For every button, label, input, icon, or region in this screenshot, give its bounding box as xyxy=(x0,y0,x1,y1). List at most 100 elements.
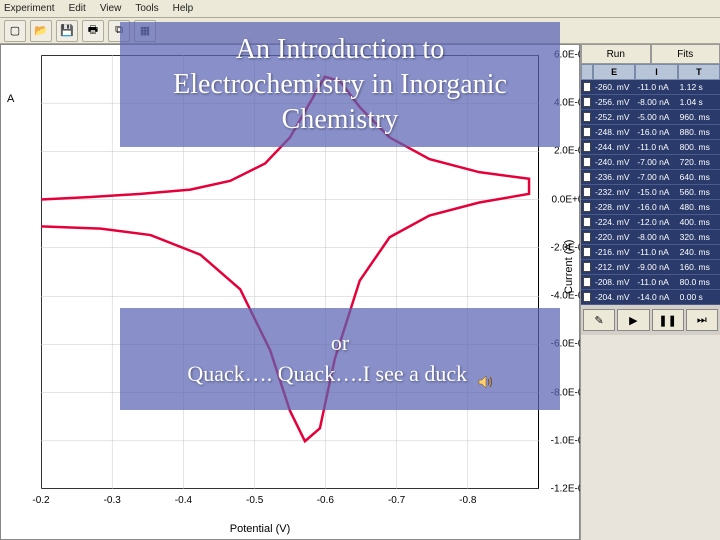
cell-i: -11.0 nA xyxy=(635,140,677,154)
cell-t: 960. ms xyxy=(678,110,720,124)
x-tick: -0.6 xyxy=(317,495,334,506)
cell-t: 80.0 ms xyxy=(678,275,720,289)
table-row[interactable]: -216. mV-11.0 nA240. ms xyxy=(581,245,720,260)
table-row[interactable]: -248. mV-16.0 nA880. ms xyxy=(581,125,720,140)
new-file-icon[interactable]: ▢ xyxy=(4,20,26,42)
cell-i: -11.0 nA xyxy=(635,275,677,289)
table-row[interactable]: -204. mV-14.0 nA0.00 s xyxy=(581,290,720,305)
tab-run[interactable]: Run xyxy=(581,44,651,64)
edit-icon[interactable]: ✎ xyxy=(583,309,615,331)
slide-title: An Introduction to Electrochemistry in I… xyxy=(173,34,507,135)
x-tick: -0.3 xyxy=(104,495,121,506)
save-icon[interactable]: 💾 xyxy=(56,20,78,42)
plot-corner-label: A xyxy=(7,93,14,105)
row-checkbox[interactable] xyxy=(581,200,593,214)
table-row[interactable]: -244. mV-11.0 nA800. ms xyxy=(581,140,720,155)
skip-icon[interactable]: ⏭ xyxy=(686,309,718,331)
cell-e: -252. mV xyxy=(593,110,635,124)
row-checkbox[interactable] xyxy=(581,245,593,259)
cell-t: 480. ms xyxy=(678,200,720,214)
cell-i: -15.0 nA xyxy=(635,185,677,199)
table-row[interactable]: -232. mV-15.0 nA560. ms xyxy=(581,185,720,200)
cell-i: -11.0 nA xyxy=(635,80,677,94)
row-checkbox[interactable] xyxy=(581,80,593,94)
cell-i: -12.0 nA xyxy=(635,215,677,229)
menu-help[interactable]: Help xyxy=(173,3,194,14)
y-axis-label: Current (A) xyxy=(563,45,575,489)
table-row[interactable]: -224. mV-12.0 nA400. ms xyxy=(581,215,720,230)
row-checkbox[interactable] xyxy=(581,95,593,109)
cell-t: 640. ms xyxy=(678,170,720,184)
table-row[interactable]: -212. mV-9.00 nA160. ms xyxy=(581,260,720,275)
cell-e: -256. mV xyxy=(593,95,635,109)
x-tick: -0.7 xyxy=(388,495,405,506)
row-checkbox[interactable] xyxy=(581,215,593,229)
menubar: Experiment Edit View Tools Help xyxy=(0,0,720,18)
tab-fits[interactable]: Fits xyxy=(651,44,720,64)
row-checkbox[interactable] xyxy=(581,155,593,169)
cell-i: -5.00 nA xyxy=(635,110,677,124)
cell-e: -228. mV xyxy=(593,200,635,214)
table-row[interactable]: -208. mV-11.0 nA80.0 ms xyxy=(581,275,720,290)
table-row[interactable]: -220. mV-8.00 nA320. ms xyxy=(581,230,720,245)
x-axis-label: Potential (V) xyxy=(1,523,519,535)
table-row[interactable]: -256. mV-8.00 nA1.04 s xyxy=(581,95,720,110)
col-i: I xyxy=(635,64,677,80)
cell-t: 1.04 s xyxy=(678,95,720,109)
row-checkbox[interactable] xyxy=(581,110,593,124)
row-checkbox[interactable] xyxy=(581,275,593,289)
cell-e: -240. mV xyxy=(593,155,635,169)
row-checkbox[interactable] xyxy=(581,260,593,274)
cell-i: -16.0 nA xyxy=(635,200,677,214)
table-row[interactable]: -236. mV-7.00 nA640. ms xyxy=(581,170,720,185)
row-checkbox[interactable] xyxy=(581,230,593,244)
table-row[interactable]: -260. mV-11.0 nA1.12 s xyxy=(581,80,720,95)
slide-subtitle-overlay: or Quack…. Quack….I see a duck xyxy=(120,308,560,410)
play-icon[interactable]: ▶ xyxy=(617,309,649,331)
data-grid: E I T -260. mV-11.0 nA1.12 s-256. mV-8.0… xyxy=(581,64,720,305)
x-tick: -0.5 xyxy=(246,495,263,506)
table-row[interactable]: -252. mV-5.00 nA960. ms xyxy=(581,110,720,125)
cell-e: -260. mV xyxy=(593,80,635,94)
cell-t: 0.00 s xyxy=(678,290,720,304)
subtitle-line2: Quack…. Quack….I see a duck xyxy=(187,361,467,386)
cell-e: -220. mV xyxy=(593,230,635,244)
cell-i: -14.0 nA xyxy=(635,290,677,304)
cell-e: -248. mV xyxy=(593,125,635,139)
row-checkbox[interactable] xyxy=(581,170,593,184)
cell-i: -11.0 nA xyxy=(635,245,677,259)
data-panel: Run Fits E I T -260. mV-11.0 nA1.12 s-25… xyxy=(580,44,720,540)
cell-t: 400. ms xyxy=(678,215,720,229)
table-row[interactable]: -228. mV-16.0 nA480. ms xyxy=(581,200,720,215)
row-checkbox[interactable] xyxy=(581,140,593,154)
pause-icon[interactable]: ❚❚ xyxy=(652,309,684,331)
menu-tools[interactable]: Tools xyxy=(135,3,158,14)
col-t: T xyxy=(678,64,720,80)
cell-e: -212. mV xyxy=(593,260,635,274)
cell-e: -232. mV xyxy=(593,185,635,199)
row-checkbox[interactable] xyxy=(581,290,593,304)
menu-edit[interactable]: Edit xyxy=(69,3,86,14)
x-tick: -0.2 xyxy=(32,495,49,506)
cell-i: -8.00 nA xyxy=(635,95,677,109)
cell-t: 880. ms xyxy=(678,125,720,139)
open-icon[interactable]: 📂 xyxy=(30,20,52,42)
menu-experiment[interactable]: Experiment xyxy=(4,3,55,14)
row-checkbox[interactable] xyxy=(581,185,593,199)
cell-t: 800. ms xyxy=(678,140,720,154)
row-checkbox[interactable] xyxy=(581,125,593,139)
cell-t: 240. ms xyxy=(678,245,720,259)
panel-tabs: Run Fits xyxy=(581,44,720,64)
cell-i: -9.00 nA xyxy=(635,260,677,274)
grid-header: E I T xyxy=(581,64,720,80)
menu-view[interactable]: View xyxy=(100,3,122,14)
print-icon[interactable]: 🖶 xyxy=(82,20,104,42)
cell-e: -236. mV xyxy=(593,170,635,184)
table-row[interactable]: -240. mV-7.00 nA720. ms xyxy=(581,155,720,170)
cell-t: 720. ms xyxy=(678,155,720,169)
col-e: E xyxy=(593,64,635,80)
x-tick: -0.4 xyxy=(175,495,192,506)
cell-i: -7.00 nA xyxy=(635,170,677,184)
sound-icon[interactable] xyxy=(477,368,493,384)
cell-e: -208. mV xyxy=(593,275,635,289)
